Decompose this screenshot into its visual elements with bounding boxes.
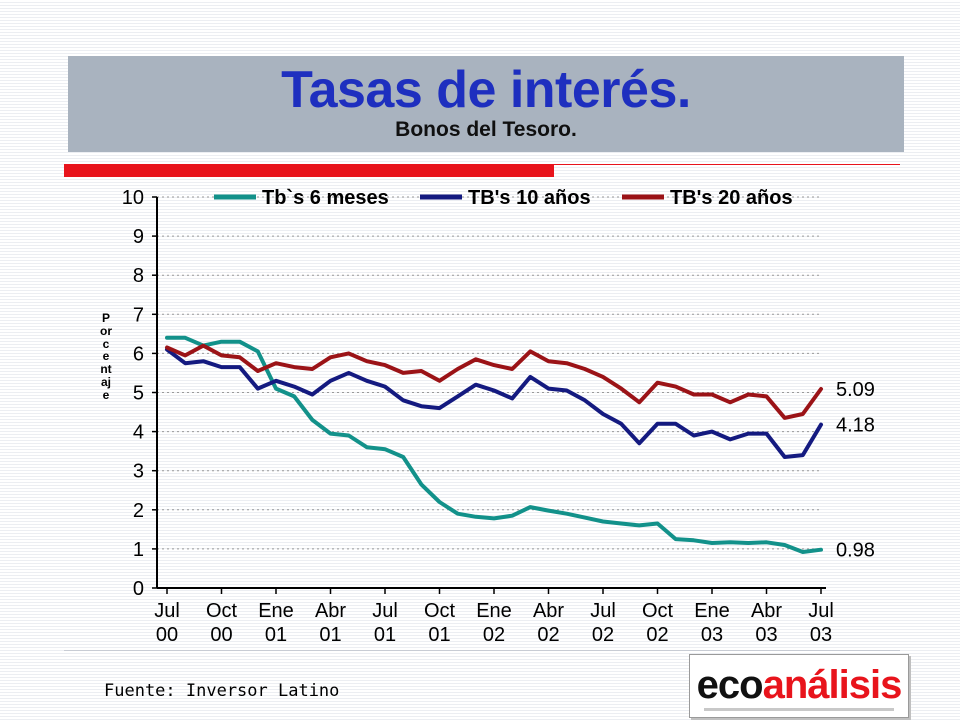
x-tick-label-month: Jul	[372, 600, 398, 622]
legend-label-1: Tb`s 6 meses	[262, 187, 389, 209]
logo-text-analisis: análisis	[762, 663, 903, 707]
y-tick-label: 6	[133, 343, 144, 365]
x-tick-label-year: 03	[810, 624, 832, 646]
y-tick-label: 2	[133, 500, 144, 522]
y-tick-label: 8	[133, 265, 144, 287]
accent-bar	[64, 164, 554, 177]
x-tick-label-year: 00	[210, 624, 232, 646]
series-line-3	[165, 343, 823, 420]
x-tick-label-month: Oct	[424, 600, 456, 622]
logo-underline	[704, 708, 894, 711]
x-tick-label-year: 01	[374, 624, 396, 646]
x-tick-label-month: Jul	[808, 600, 834, 622]
x-tick-label-month: Ene	[258, 600, 294, 622]
ecoanalisis-logo: ecoanálisis	[689, 654, 909, 718]
x-tick-label-month: Jul	[154, 600, 180, 622]
x-tick-label-month: Ene	[694, 600, 730, 622]
x-tick-label-month: Ene	[476, 600, 512, 622]
x-tick-label-month: Oct	[206, 600, 238, 622]
x-tick-label-month: Abr	[751, 600, 782, 622]
x-tick-label-year: 02	[592, 624, 614, 646]
series-end-label-1: 0.98	[836, 540, 875, 562]
x-tick-label-month: Jul	[590, 600, 616, 622]
y-tick-label: 1	[133, 539, 144, 561]
bottom-divider	[64, 650, 900, 651]
x-tick-label-year: 02	[537, 624, 559, 646]
y-tick-label: 0	[133, 578, 144, 600]
y-tick-label: 5	[133, 383, 144, 405]
x-tick-label-month: Oct	[642, 600, 674, 622]
y-tick-label: 10	[122, 187, 144, 209]
source-note: Fuente: Inversor Latino	[104, 681, 340, 701]
x-tick-label-year: 00	[156, 624, 178, 646]
y-tick-label: 4	[133, 422, 144, 444]
series-line-1	[165, 335, 823, 554]
title-box: Tasas de interés. Bonos del Tesoro.	[68, 56, 904, 152]
logo-text: ecoanálisis	[690, 663, 908, 708]
accent-line	[554, 164, 900, 165]
x-tick-label-month: Abr	[533, 600, 564, 622]
y-tick-label: 3	[133, 461, 144, 483]
x-tick-label-year: 02	[646, 624, 668, 646]
logo-text-eco: eco	[696, 663, 764, 707]
legend-label-3: TB's 20 años	[670, 187, 793, 209]
series-end-label-3: 5.09	[836, 379, 875, 401]
x-tick-label-year: 03	[701, 624, 723, 646]
x-tick-label-year: 01	[428, 624, 450, 646]
y-axis-label: Porcentaje	[100, 311, 112, 402]
x-tick-label-year: 01	[265, 624, 287, 646]
page-title: Tasas de interés.	[281, 61, 691, 119]
x-tick-label-year: 02	[483, 624, 505, 646]
series-line-2	[165, 347, 823, 459]
page-subtitle: Bonos del Tesoro.	[395, 118, 577, 141]
series-end-label-2: 4.18	[836, 415, 875, 437]
legend-label-2: TB's 10 años	[468, 187, 591, 209]
x-tick-label-year: 03	[755, 624, 777, 646]
y-tick-label: 7	[133, 304, 144, 326]
x-tick-label-year: 01	[319, 624, 341, 646]
x-tick-label-month: Abr	[315, 600, 346, 622]
y-tick-label: 9	[133, 226, 144, 248]
